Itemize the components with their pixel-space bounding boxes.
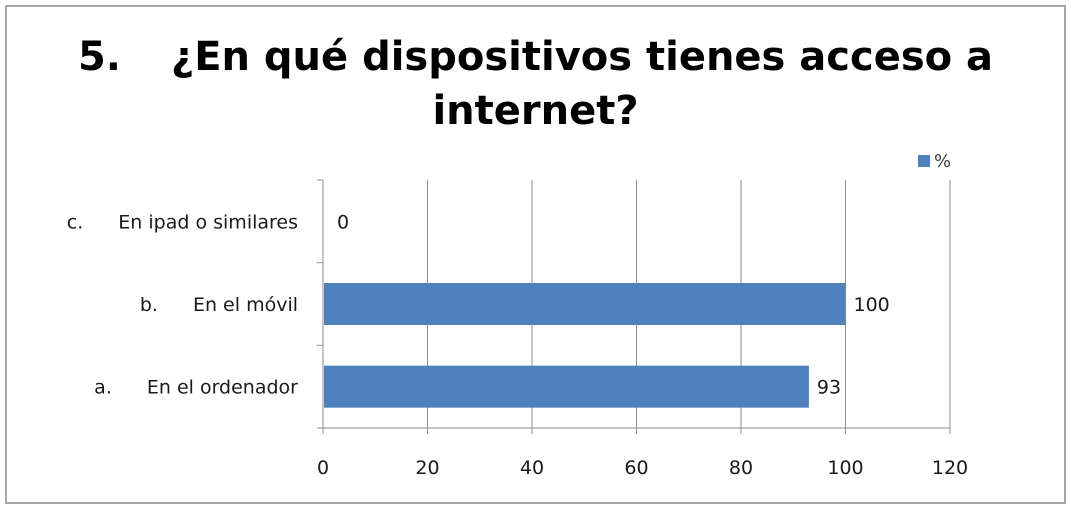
x-tick-label-40: 40 [520,457,544,479]
chart-title-line1: ¿En qué dispositivos tienes acceso a [170,34,994,80]
category-letter-2: a. [94,377,112,399]
data-label-2: 93 [817,377,841,399]
category-label-2: En el ordenador [147,377,298,399]
x-tick-label-60: 60 [624,457,648,479]
chart-legend: % [918,150,951,172]
x-tick-label-0: 0 [317,457,329,479]
chart-title: 5. ¿En qué dispositivos tienes acceso a i… [0,30,1071,138]
data-label-1: 100 [854,294,890,316]
category-label-1: En el móvil [193,294,298,316]
category-label-0: En ipad o similares [118,211,298,233]
bar-2 [324,365,809,408]
x-tick-label-100: 100 [827,457,863,479]
chart-title-number: 5. [77,34,121,80]
category-letter-0: c. [67,211,84,233]
x-tick-label-120: 120 [932,457,968,479]
category-letter-1: b. [140,294,158,316]
chart-title-line2: internet? [432,88,639,134]
legend-swatch [918,155,930,167]
x-tick-label-80: 80 [729,457,753,479]
data-label-0: 0 [337,211,349,233]
chart-frame [5,5,1066,504]
legend-label: % [934,150,952,172]
bar-1 [324,283,846,325]
x-tick-label-20: 20 [415,457,439,479]
